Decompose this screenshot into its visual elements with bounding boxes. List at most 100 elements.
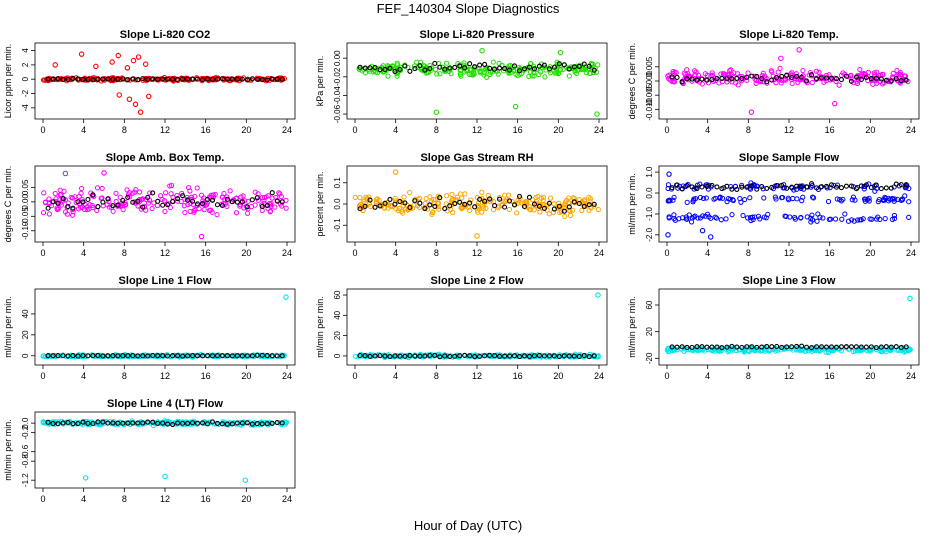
outlier-point bbox=[557, 49, 564, 56]
data-point bbox=[670, 197, 676, 203]
data-point bbox=[192, 193, 198, 200]
x-tick-label: 24 bbox=[282, 371, 292, 381]
reference-point bbox=[744, 344, 750, 350]
outlier-point bbox=[392, 169, 399, 175]
data-point bbox=[681, 70, 687, 76]
reference-point bbox=[180, 353, 186, 359]
reference-point bbox=[531, 353, 537, 359]
reference-point bbox=[442, 206, 448, 212]
x-tick-label: 12 bbox=[472, 371, 482, 381]
data-point bbox=[719, 347, 725, 354]
data-point bbox=[778, 80, 784, 86]
y-tick-label: 20 bbox=[645, 327, 654, 336]
outlier-point bbox=[82, 475, 89, 481]
data-point bbox=[586, 207, 592, 213]
reference-point bbox=[576, 353, 582, 359]
panel-title: Slope Sample Flow bbox=[739, 152, 840, 164]
data-point bbox=[68, 194, 74, 201]
reference-point bbox=[809, 181, 815, 187]
reference-point bbox=[551, 353, 557, 359]
data-point bbox=[501, 192, 508, 198]
x-tick-label: 12 bbox=[472, 248, 482, 258]
data-point bbox=[570, 207, 576, 213]
data-point bbox=[902, 347, 909, 353]
reference-point bbox=[492, 353, 498, 359]
x-tick-label: 16 bbox=[513, 125, 523, 135]
x-tick-label: 24 bbox=[282, 494, 292, 504]
chart-panel-2: Slope Li-820 Pressure kPa per min. 0 4 8 12 16… bbox=[315, 29, 608, 135]
data-point bbox=[132, 189, 138, 195]
outlier-point bbox=[748, 109, 755, 115]
reference-point bbox=[214, 353, 221, 359]
reference-point bbox=[799, 184, 805, 190]
data-point bbox=[102, 76, 108, 82]
data-point bbox=[41, 190, 47, 196]
reference-point bbox=[868, 75, 874, 82]
y-axis-label: ml/min per min. bbox=[627, 173, 637, 235]
data-point bbox=[574, 353, 580, 359]
reference-point bbox=[407, 204, 413, 210]
data-point bbox=[735, 82, 741, 88]
reference-point bbox=[487, 196, 493, 202]
reference-point bbox=[848, 78, 854, 84]
reference-point bbox=[714, 184, 720, 190]
outlier-point bbox=[132, 101, 139, 108]
reference-point bbox=[50, 76, 56, 82]
data-point bbox=[187, 188, 193, 194]
y-tick-label: -2.0 bbox=[645, 227, 654, 241]
reference-point bbox=[679, 79, 685, 85]
reference-point bbox=[447, 203, 453, 209]
reference-point bbox=[170, 198, 176, 204]
reference-point bbox=[818, 344, 825, 350]
data-point bbox=[515, 73, 521, 79]
y-tick-label: 4 bbox=[21, 48, 30, 53]
reference-point bbox=[704, 183, 710, 189]
x-tick-label: 12 bbox=[472, 125, 482, 135]
x-tick-label: 20 bbox=[241, 494, 251, 504]
data-point bbox=[718, 217, 724, 223]
reference-point bbox=[249, 197, 255, 203]
data-point bbox=[686, 75, 693, 81]
data-point bbox=[685, 181, 691, 188]
data-point bbox=[785, 195, 791, 201]
panel-title: Slope Line 4 (LT) Flow bbox=[107, 398, 223, 410]
reference-point bbox=[254, 195, 260, 201]
data-point bbox=[449, 198, 455, 204]
data-point bbox=[719, 195, 726, 201]
reference-point bbox=[60, 196, 66, 202]
reference-point bbox=[804, 78, 810, 84]
reference-point bbox=[779, 182, 785, 188]
data-point bbox=[40, 77, 47, 83]
reference-point bbox=[194, 420, 201, 426]
reference-point bbox=[90, 420, 96, 427]
data-point bbox=[394, 73, 400, 79]
y-axis-label: percent per min. bbox=[315, 171, 325, 236]
reference-point bbox=[492, 66, 498, 72]
reference-point bbox=[190, 76, 196, 82]
reference-point bbox=[719, 345, 725, 351]
data-point bbox=[772, 194, 778, 200]
x-tick-label: 16 bbox=[201, 248, 211, 258]
reference-point bbox=[689, 344, 695, 351]
reference-point bbox=[239, 199, 245, 205]
reference-point bbox=[115, 420, 121, 426]
reference-point bbox=[264, 77, 270, 83]
data-point bbox=[730, 197, 736, 204]
reference-point bbox=[209, 76, 216, 82]
reference-point bbox=[814, 185, 820, 191]
data-point bbox=[810, 194, 816, 200]
y-tick-label: -0.05 bbox=[21, 207, 30, 226]
data-point bbox=[84, 204, 90, 210]
data-point bbox=[738, 199, 744, 205]
reference-point bbox=[769, 184, 775, 191]
data-point bbox=[245, 198, 251, 204]
data-point bbox=[768, 68, 774, 74]
panel-title: Slope Li-820 CO2 bbox=[120, 29, 210, 41]
reference-point bbox=[506, 353, 513, 359]
reference-point bbox=[362, 65, 368, 71]
reference-point bbox=[903, 77, 909, 83]
data-point bbox=[775, 69, 781, 75]
x-tick-label: 24 bbox=[594, 125, 604, 135]
data-point bbox=[713, 215, 720, 221]
reference-point bbox=[55, 200, 61, 206]
